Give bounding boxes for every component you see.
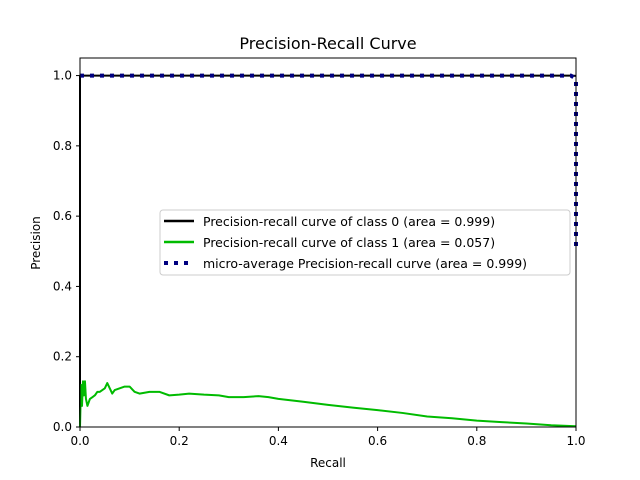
x-axis-label: Recall: [310, 456, 346, 470]
y-axis-label: Precision: [29, 216, 43, 270]
x-tick-label: 0.4: [269, 434, 288, 448]
y-tick-label: 0.2: [53, 350, 72, 364]
chart-title: Precision-Recall Curve: [239, 34, 416, 53]
x-tick-label: 0.8: [467, 434, 486, 448]
x-tick-label: 0.0: [70, 434, 89, 448]
legend-label-2: micro-average Precision-recall curve (ar…: [203, 256, 527, 271]
legend-box: [159, 209, 571, 276]
y-tick-label: 0.4: [53, 279, 72, 293]
x-axis-ticks: 0.0 0.2 0.4 0.6 0.8 1.0: [70, 427, 586, 448]
y-tick-label: 0.0: [53, 420, 72, 434]
y-tick-label: 1.0: [53, 69, 72, 83]
series-line-2: [80, 73, 578, 252]
y-axis-ticks: 0.0 0.2 0.4 0.6 0.8 1.0: [53, 69, 80, 434]
x-tick-label: 0.6: [368, 434, 387, 448]
y-tick-label: 0.6: [53, 209, 72, 223]
legend-label-1: Precision-recall curve of class 1 (area …: [203, 235, 495, 250]
y-tick-label: 0.8: [53, 139, 72, 153]
x-tick-label: 0.2: [170, 434, 189, 448]
series-line-1: [79, 380, 577, 428]
x-tick-label: 1.0: [566, 434, 585, 448]
legend: Precision-recall curve of class 0 (area …: [159, 209, 571, 276]
axes-frame: [79, 57, 577, 428]
legend-label-0: Precision-recall curve of class 0 (area …: [203, 214, 495, 229]
